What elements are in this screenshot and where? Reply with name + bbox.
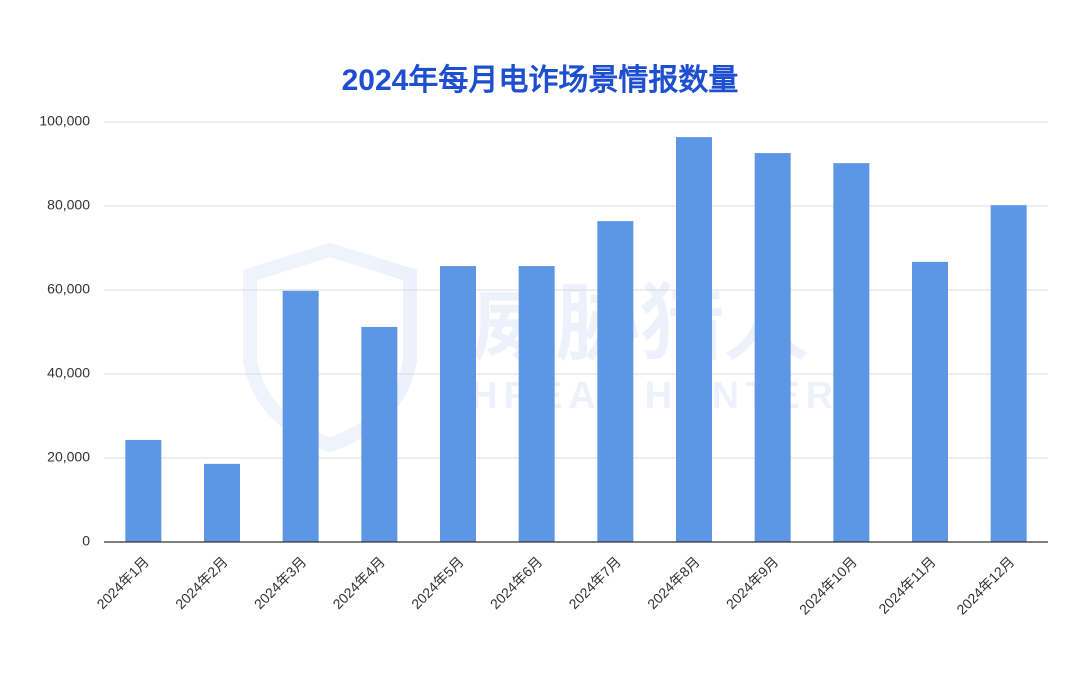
- bar: [282, 290, 319, 542]
- x-tick-label: 2024年3月: [251, 553, 310, 612]
- x-tick-label: 2024年6月: [487, 553, 546, 612]
- y-tick-label: 60,000: [47, 281, 90, 297]
- y-tick-label: 0: [82, 533, 90, 549]
- bar: [361, 326, 398, 542]
- bar: [125, 439, 162, 542]
- y-tick-label: 20,000: [47, 449, 90, 465]
- bar: [597, 221, 634, 542]
- chart-title: 2024年每月电诈场景情报数量: [342, 63, 739, 97]
- x-tick-label: 2024年7月: [565, 553, 624, 612]
- bar: [833, 163, 870, 542]
- bar: [204, 463, 240, 542]
- bar: [440, 266, 476, 542]
- bar: [754, 153, 791, 542]
- x-tick-label: 2024年1月: [93, 553, 152, 612]
- x-tick-label: 2024年10月: [796, 553, 860, 617]
- bar: [518, 266, 555, 542]
- x-tick-label: 2024年9月: [723, 553, 782, 612]
- x-tick-label: 2024年4月: [329, 553, 388, 612]
- x-tick-label: 2024年12月: [953, 553, 1017, 617]
- x-tick-label: 2024年2月: [172, 553, 231, 612]
- x-tick-label: 2024年5月: [408, 553, 467, 612]
- x-tick-label: 2024年11月: [875, 553, 938, 616]
- x-tick-label: 2024年8月: [644, 553, 703, 612]
- y-tick-label: 80,000: [47, 197, 90, 213]
- bar: [990, 205, 1027, 542]
- bar: [912, 261, 948, 542]
- y-tick-label: 100,000: [39, 113, 90, 129]
- watermark-shield: [243, 242, 417, 453]
- y-tick-label: 40,000: [47, 365, 90, 381]
- bar: [676, 137, 712, 542]
